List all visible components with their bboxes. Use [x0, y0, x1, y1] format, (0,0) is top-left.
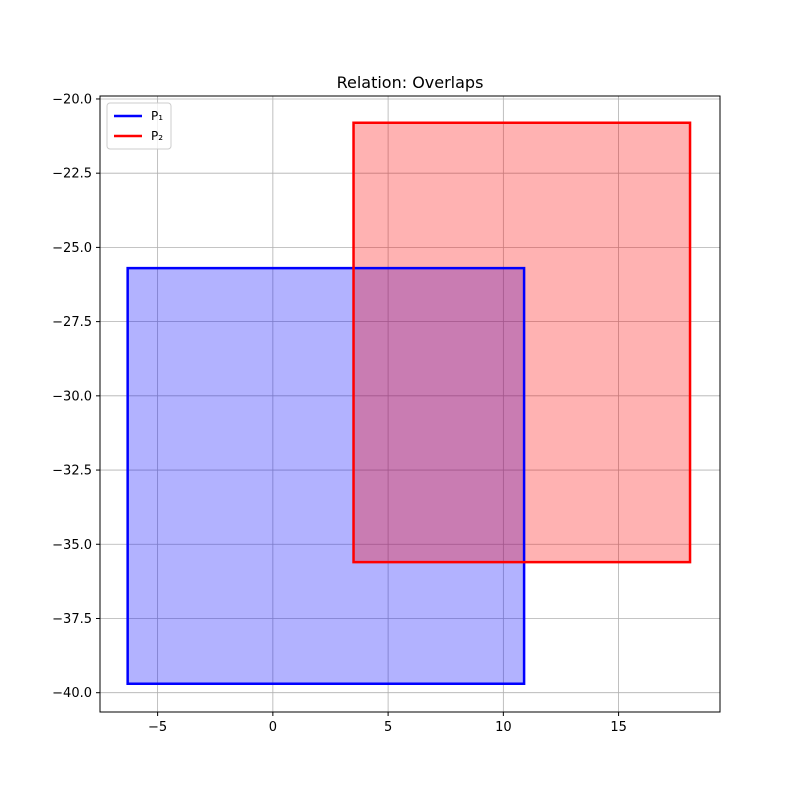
y-tick-label: −20.0	[52, 92, 92, 107]
ticks: −5 0 5 10 15 −20.0 −22.5 −25.0 −27.5 −30.0 −32.5 −3…	[52, 92, 627, 735]
legend-box	[106, 102, 172, 150]
y-tick-label: −22.5	[52, 167, 92, 182]
y-tick-label: −25.0	[52, 241, 92, 256]
x-tick-label: 10	[495, 720, 512, 735]
y-tick-label: −35.0	[52, 538, 92, 553]
x-tick-label: 0	[269, 720, 277, 735]
y-tick-label: −30.0	[52, 389, 92, 404]
polygon-outline-p2	[352, 121, 692, 564]
x-tick-label: 15	[610, 720, 627, 735]
y-tick-label: −32.5	[52, 464, 92, 479]
plot-frame	[99, 95, 721, 713]
plot-area	[100, 96, 720, 712]
legend-label-p1: P₁	[151, 109, 163, 123]
polygon-fill-p1	[127, 268, 525, 684]
polygon-outline-p1	[126, 266, 526, 686]
series-layer	[126, 121, 692, 686]
polygon-fill-p2	[353, 122, 691, 563]
chart-title: Relation: Overlaps	[337, 73, 484, 92]
grid	[100, 96, 720, 712]
y-tick-label: −37.5	[52, 612, 92, 627]
y-tick-label: −40.0	[52, 686, 92, 701]
legend-label-p2: P₂	[151, 129, 163, 143]
legend: P₁ P₂	[106, 102, 172, 150]
x-tick-label: −5	[148, 720, 167, 735]
y-tick-label: −27.5	[52, 315, 92, 330]
x-tick-label: 5	[384, 720, 392, 735]
